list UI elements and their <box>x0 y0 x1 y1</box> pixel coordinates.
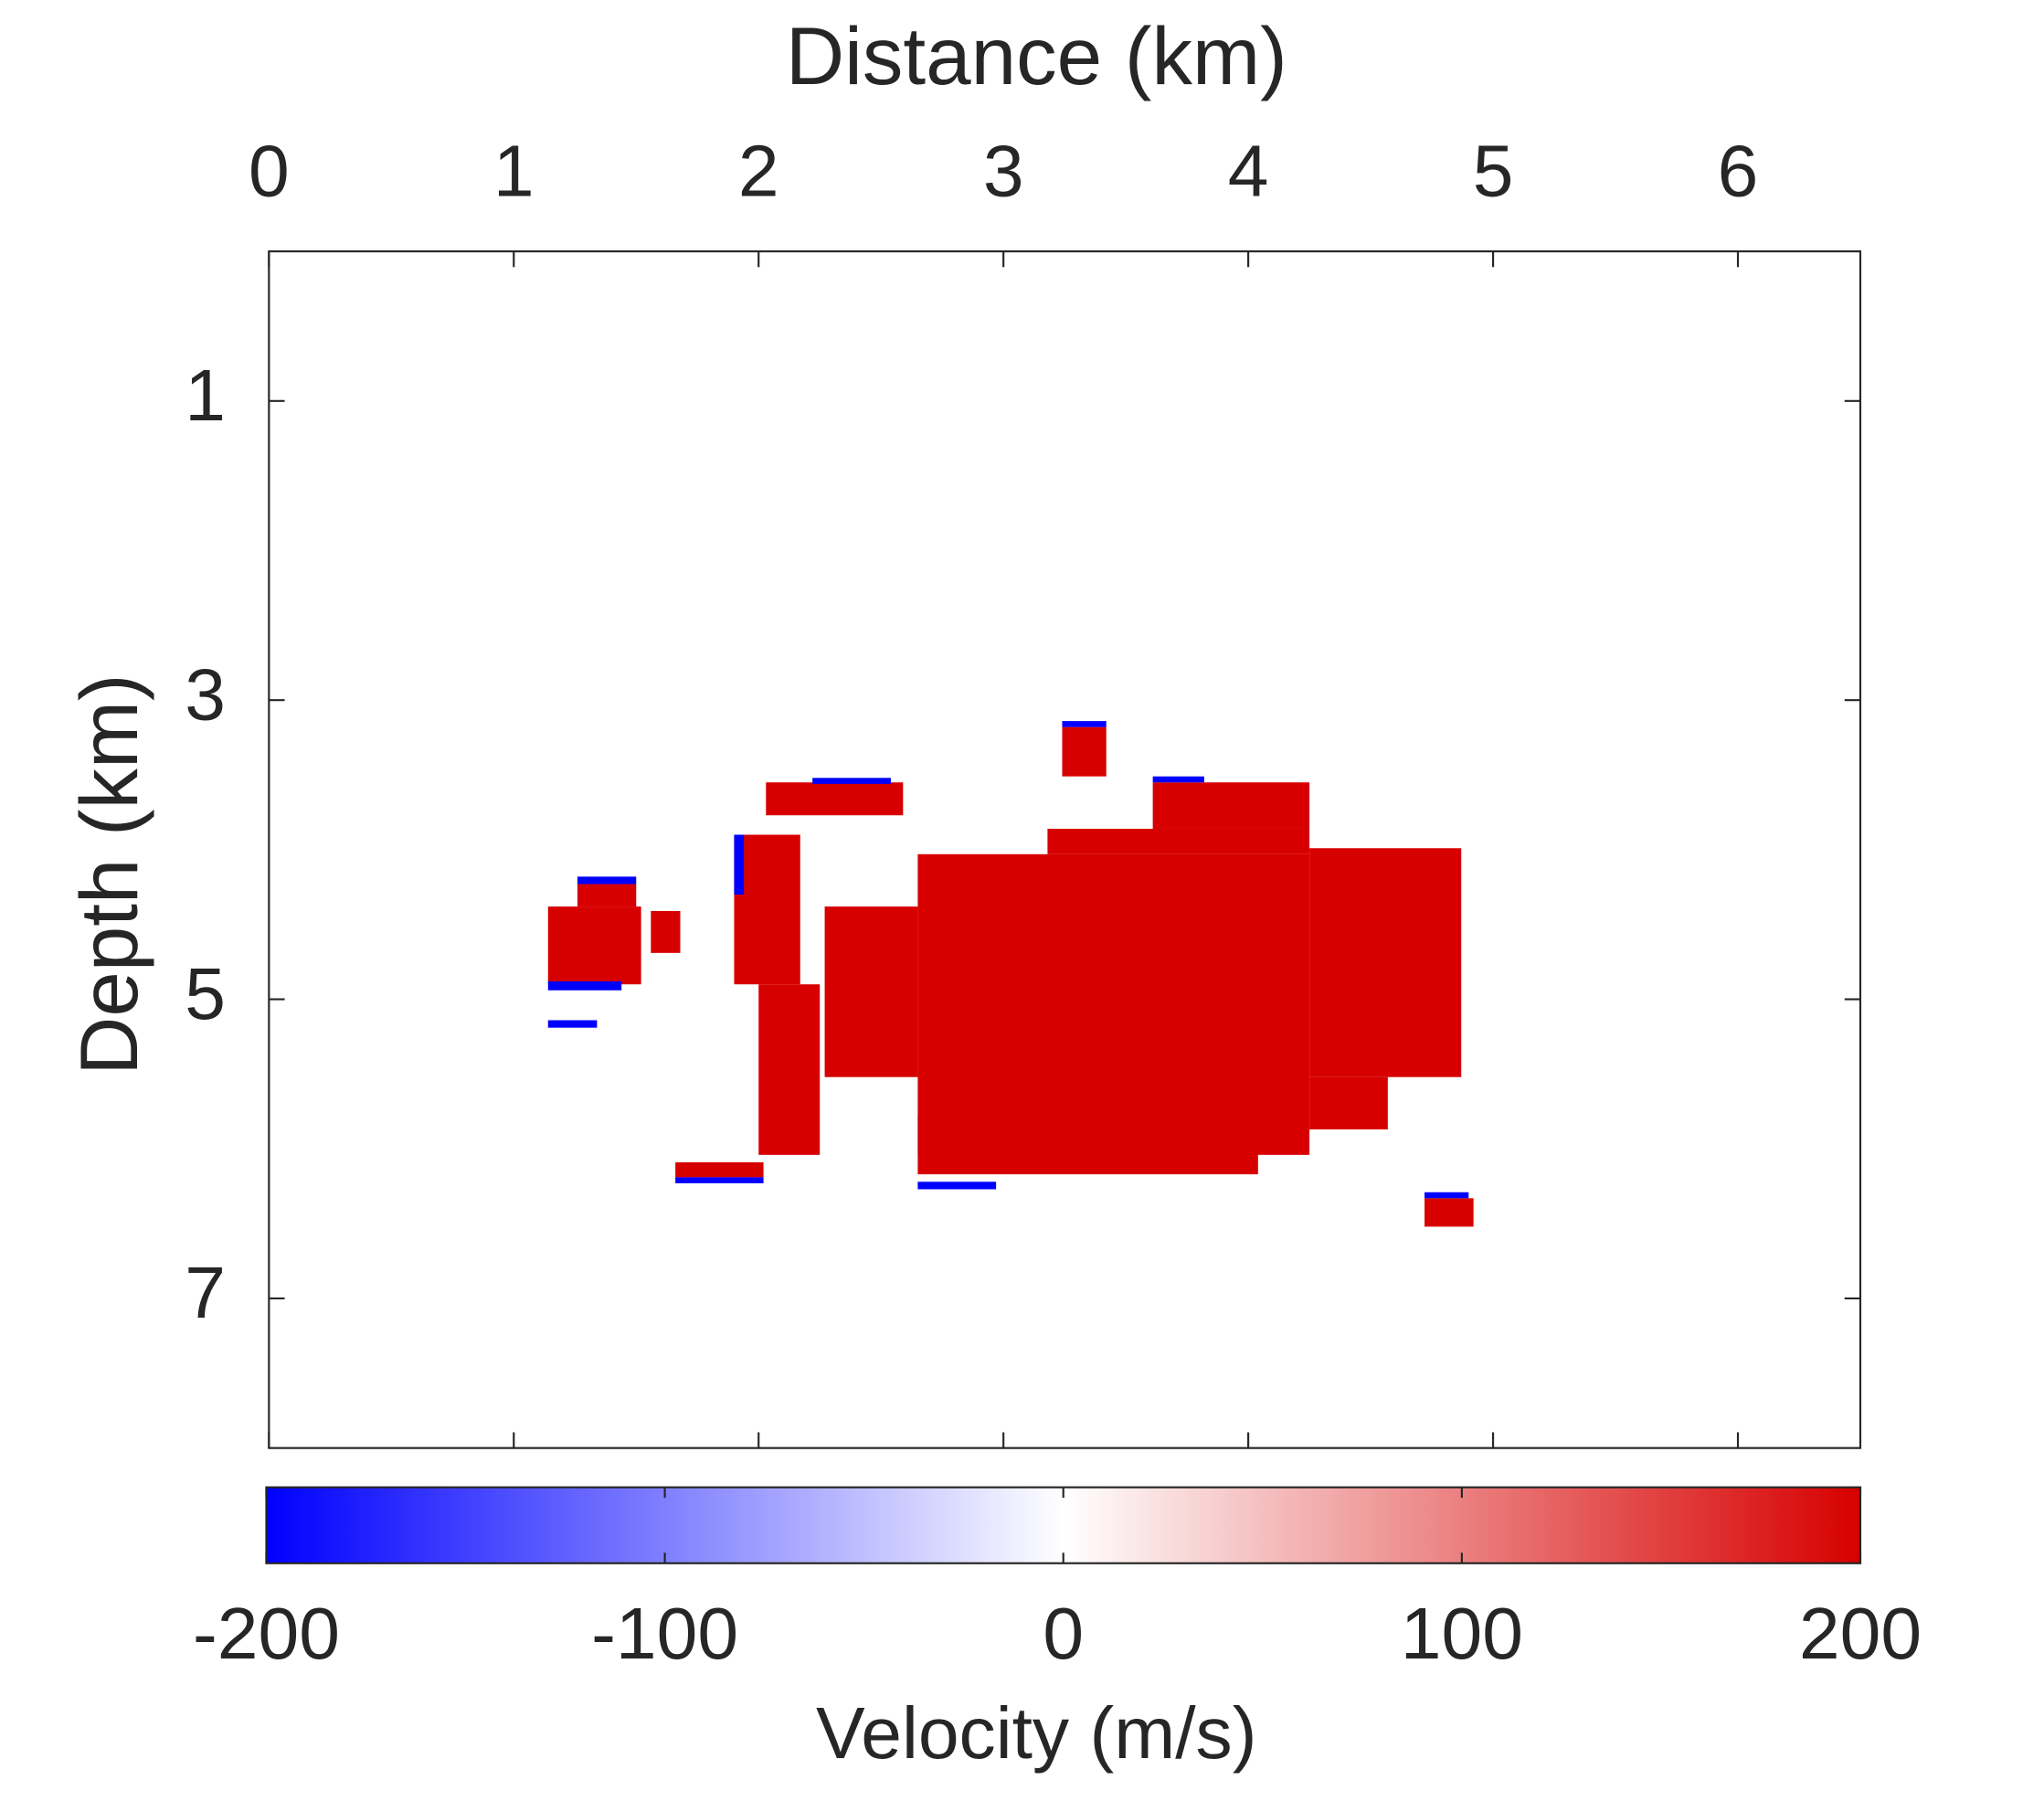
x-tick-label: 0 <box>249 131 290 213</box>
cell <box>917 853 1310 1155</box>
cell <box>547 906 641 985</box>
y-tick-label: 7 <box>185 1252 226 1334</box>
x-axis-label: Distance (km) <box>786 11 1287 101</box>
y-tick-label: 3 <box>185 653 226 736</box>
cell <box>824 906 918 1077</box>
colorbar-tick-label: -200 <box>193 1593 340 1675</box>
x-tick-label: 5 <box>1473 131 1514 213</box>
cell <box>1424 1198 1474 1227</box>
cell <box>651 911 681 953</box>
cell <box>1309 848 1462 1077</box>
cell <box>917 1182 997 1190</box>
cell <box>675 1177 764 1183</box>
cell <box>547 1020 598 1028</box>
cell <box>1062 721 1107 727</box>
cell <box>758 984 821 1155</box>
colorbar-tick-label: -100 <box>591 1593 738 1675</box>
cell <box>734 834 745 895</box>
cell <box>1152 776 1204 783</box>
x-tick-label: 6 <box>1718 131 1759 213</box>
y-tick-label: 1 <box>185 355 226 437</box>
colorbar-tick-label: 200 <box>1799 1593 1922 1675</box>
cell <box>547 980 622 991</box>
y-axis-label: Depth (km) <box>64 674 154 1076</box>
x-tick-label: 3 <box>983 131 1024 213</box>
colorbar <box>265 1486 1862 1564</box>
colorbar-tick-label: 100 <box>1401 1593 1523 1675</box>
cell <box>675 1162 764 1178</box>
cell <box>766 782 904 816</box>
cell <box>577 884 637 907</box>
plot-frame <box>268 250 1862 1449</box>
cell <box>577 876 637 885</box>
cell <box>1062 726 1107 777</box>
cell <box>1424 1192 1469 1199</box>
x-tick-label: 4 <box>1228 131 1269 213</box>
cell <box>1309 1076 1388 1130</box>
cell <box>812 778 891 784</box>
cell <box>1152 782 1310 829</box>
y-tick-label: 5 <box>185 953 226 1035</box>
colorbar-label: Velocity (m/s) <box>816 1692 1256 1775</box>
cell <box>1047 828 1310 854</box>
cell <box>917 1116 1258 1175</box>
x-tick-label: 1 <box>493 131 535 213</box>
cell <box>734 834 800 985</box>
x-tick-label: 2 <box>738 131 779 213</box>
colorbar-tick-label: 0 <box>1043 1593 1084 1675</box>
